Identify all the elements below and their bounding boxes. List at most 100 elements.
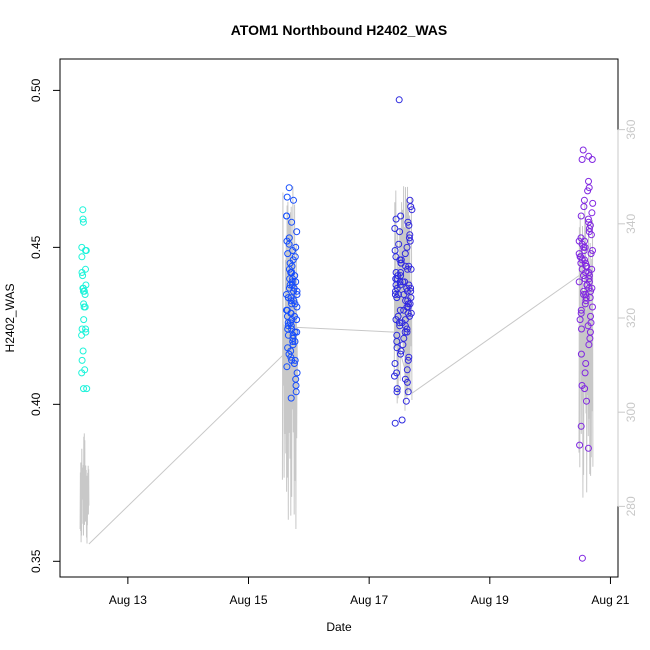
secondary-line-series (79, 186, 594, 545)
data-point (82, 247, 90, 254)
y2-tick-label: 340 (624, 213, 638, 233)
data-point (292, 388, 300, 396)
y-axis-label: H2402_WAS (3, 284, 17, 353)
data-point (585, 225, 593, 232)
x-axis-label: Date (326, 620, 352, 634)
data-point (401, 328, 409, 336)
data-point (79, 215, 87, 223)
data-point (588, 156, 596, 163)
y-tick-label: 0.50 (29, 78, 43, 102)
data-point (406, 237, 414, 245)
data-point (396, 306, 404, 314)
data-point (587, 250, 595, 258)
data-point (577, 350, 585, 358)
y2-tick-label: 280 (624, 496, 638, 516)
data-point (408, 206, 416, 214)
data-point (395, 96, 403, 104)
data-point (579, 146, 587, 154)
y-axis-left: 0.35 0.40 0.45 0.50 (29, 78, 61, 573)
data-point (400, 291, 408, 298)
data-point (588, 284, 596, 292)
data-point (79, 284, 87, 292)
data-point (398, 416, 406, 424)
data-point (283, 363, 291, 371)
line-segment-4 (578, 200, 594, 498)
data-point (397, 256, 405, 264)
data-point (587, 231, 595, 239)
data-point (284, 250, 292, 258)
data-point (293, 316, 301, 324)
data-point (585, 275, 593, 283)
data-point (293, 291, 301, 298)
data-point (577, 306, 585, 314)
data-point (576, 316, 584, 324)
data-point (577, 212, 585, 220)
data-point (79, 206, 87, 214)
data-point (78, 253, 86, 261)
x-tick-label: Aug 19 (471, 593, 509, 607)
data-point (404, 388, 412, 396)
y2-tick-label: 300 (624, 402, 638, 422)
data-point (78, 356, 86, 364)
data-point (78, 269, 86, 276)
scatter-points (78, 96, 597, 562)
data-point (396, 228, 404, 236)
data-point (287, 394, 295, 402)
data-point (293, 369, 301, 377)
data-point (585, 152, 593, 160)
y-tick-label: 0.40 (29, 392, 43, 416)
data-point (399, 341, 407, 349)
data-point (403, 243, 411, 251)
data-point (403, 328, 411, 336)
data-point (581, 259, 589, 267)
data-point (291, 356, 299, 364)
data-point (395, 319, 403, 327)
data-point (80, 316, 88, 324)
x-tick-label: Aug 21 (591, 593, 629, 607)
data-point (404, 218, 412, 226)
x-tick-label: Aug 15 (229, 593, 267, 607)
data-point (397, 347, 405, 355)
data-point (578, 325, 585, 333)
data-point (78, 331, 86, 339)
data-point (290, 196, 297, 204)
data-point (289, 338, 297, 345)
data-point (584, 215, 592, 223)
data-point (404, 265, 411, 273)
data-point (581, 385, 589, 393)
data-point (80, 385, 87, 393)
data-point (403, 378, 411, 386)
data-point (392, 215, 400, 223)
data-point (404, 356, 412, 364)
data-point (581, 243, 589, 251)
data-point (401, 250, 409, 258)
data-point (580, 203, 588, 211)
data-point (83, 385, 91, 393)
data-point (78, 369, 86, 377)
data-point (581, 369, 589, 377)
data-point (582, 297, 590, 305)
x-tick-label: Aug 13 (109, 593, 147, 607)
data-point (79, 347, 87, 355)
data-point (589, 199, 597, 207)
data-point (293, 228, 301, 236)
data-point (80, 287, 88, 295)
data-point (584, 187, 592, 195)
y-tick-label: 0.45 (29, 235, 43, 259)
data-point (407, 265, 415, 273)
data-point (405, 234, 413, 242)
data-point (584, 322, 592, 330)
data-point (285, 184, 293, 192)
data-point (391, 225, 399, 232)
x-tick-label: Aug 17 (350, 593, 388, 607)
data-point (576, 441, 584, 449)
data-point (405, 353, 413, 361)
data-point (578, 554, 586, 562)
line-segment-2 (281, 186, 298, 530)
data-point (393, 388, 401, 396)
data-point (391, 372, 398, 380)
data-point (288, 300, 296, 308)
data-point (585, 177, 592, 185)
data-point (391, 419, 399, 427)
